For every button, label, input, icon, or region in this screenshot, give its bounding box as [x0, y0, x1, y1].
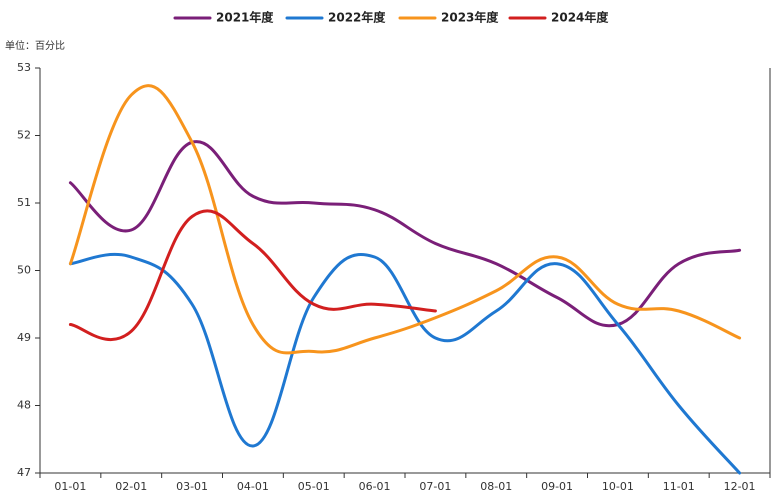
legend-label: 2024年度 [551, 10, 609, 25]
y-tick-label: 48 [17, 399, 31, 412]
legend-label: 2023年度 [441, 10, 499, 25]
y-tick-label: 52 [17, 129, 31, 142]
y-tick-label: 53 [17, 61, 31, 74]
x-tick-label: 03-01 [176, 480, 208, 493]
unit-label: 单位：百分比 [5, 39, 65, 52]
series-line [68, 252, 742, 475]
legend: 2021年度 2022年度 2023年度 2024年度 [173, 10, 609, 25]
x-tick-label: 09-01 [541, 480, 573, 493]
x-tick-label: 06-01 [359, 480, 391, 493]
x-tick-label: 04-01 [237, 480, 269, 493]
x-tick-label: 05-01 [298, 480, 330, 493]
x-tick-label: 08-01 [480, 480, 512, 493]
x-tick-label: 11-01 [663, 480, 695, 493]
y-tick-label: 50 [17, 264, 31, 277]
x-tick-label: 07-01 [419, 480, 451, 493]
y-tick-label: 51 [17, 196, 31, 209]
x-tick-label: 01-01 [54, 480, 86, 493]
legend-label: 2022年度 [328, 10, 386, 25]
y-tick-label: 47 [17, 466, 31, 479]
y-tick-label: 49 [17, 331, 31, 344]
x-tick-label: 12-01 [724, 480, 756, 493]
legend-label: 2021年度 [216, 10, 274, 25]
series-line [68, 140, 742, 328]
series-line [68, 84, 742, 355]
x-tick-label: 02-01 [115, 480, 147, 493]
series-line [68, 209, 437, 342]
x-tick-label: 10-01 [602, 480, 634, 493]
